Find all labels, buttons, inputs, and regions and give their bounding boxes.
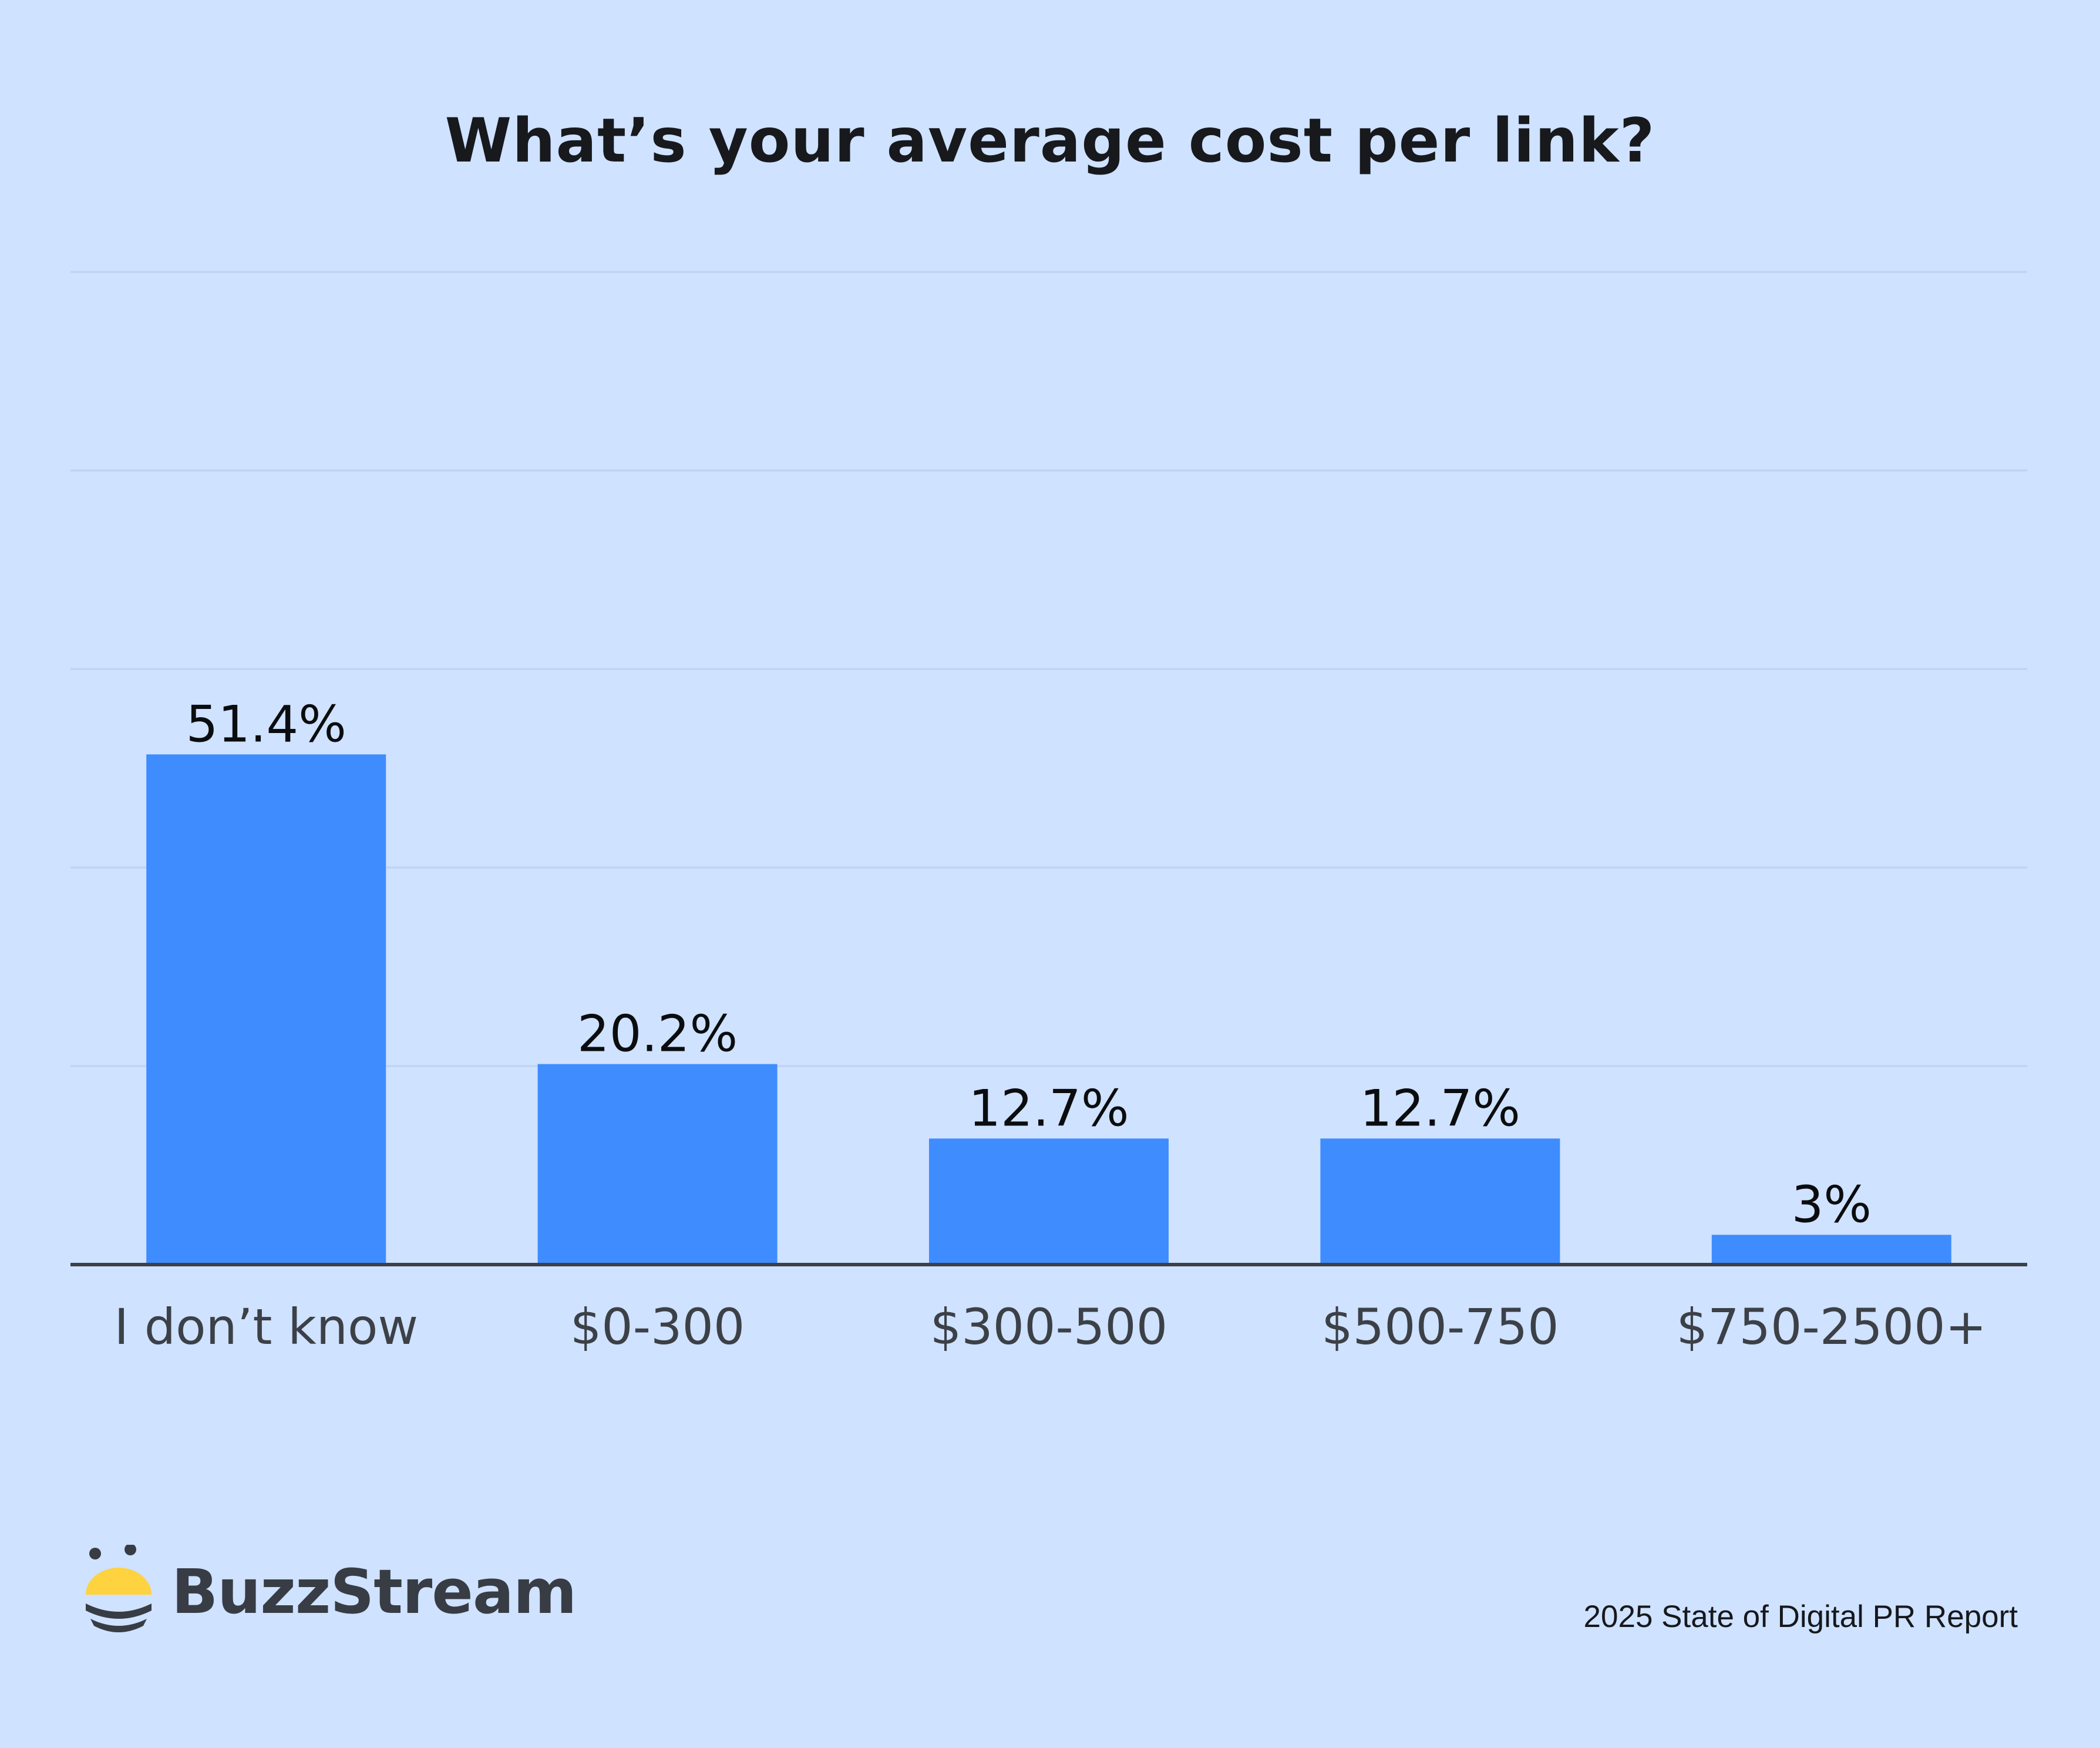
bee-icon — [86, 1545, 152, 1632]
data-label: 20.2% — [577, 1005, 738, 1064]
bars — [146, 754, 1951, 1265]
x-tick-label: $300-500 — [930, 1298, 1167, 1356]
bar — [1320, 1138, 1560, 1265]
report-source: 2025 State of Digital PR Report — [1583, 1599, 2018, 1634]
data-label: 51.4% — [186, 695, 346, 754]
chart-title: What’s your average cost per link? — [445, 106, 1655, 176]
x-tick-labels: I don’t know $0-300 $300-500 $500-750 $750-2… — [114, 1298, 1987, 1356]
bar — [929, 1138, 1169, 1265]
bar — [537, 1064, 778, 1265]
x-tick-label: $500-750 — [1321, 1298, 1559, 1356]
gridlines — [70, 271, 2027, 1067]
x-tick-label: $0-300 — [570, 1298, 745, 1356]
data-label: 12.7% — [968, 1079, 1129, 1138]
brand-name: BuzzStream — [171, 1556, 577, 1628]
x-tick-label: $750-2500+ — [1677, 1298, 1987, 1356]
x-tick-label: I don’t know — [114, 1298, 418, 1356]
bar — [146, 754, 386, 1265]
bar — [1711, 1235, 1951, 1265]
brand-logo: BuzzStream — [82, 1545, 577, 1639]
data-labels: 51.4% 20.2% 12.7% 12.7% 3% — [186, 695, 1872, 1234]
data-label: 3% — [1792, 1175, 1872, 1234]
data-label: 12.7% — [1360, 1079, 1520, 1138]
